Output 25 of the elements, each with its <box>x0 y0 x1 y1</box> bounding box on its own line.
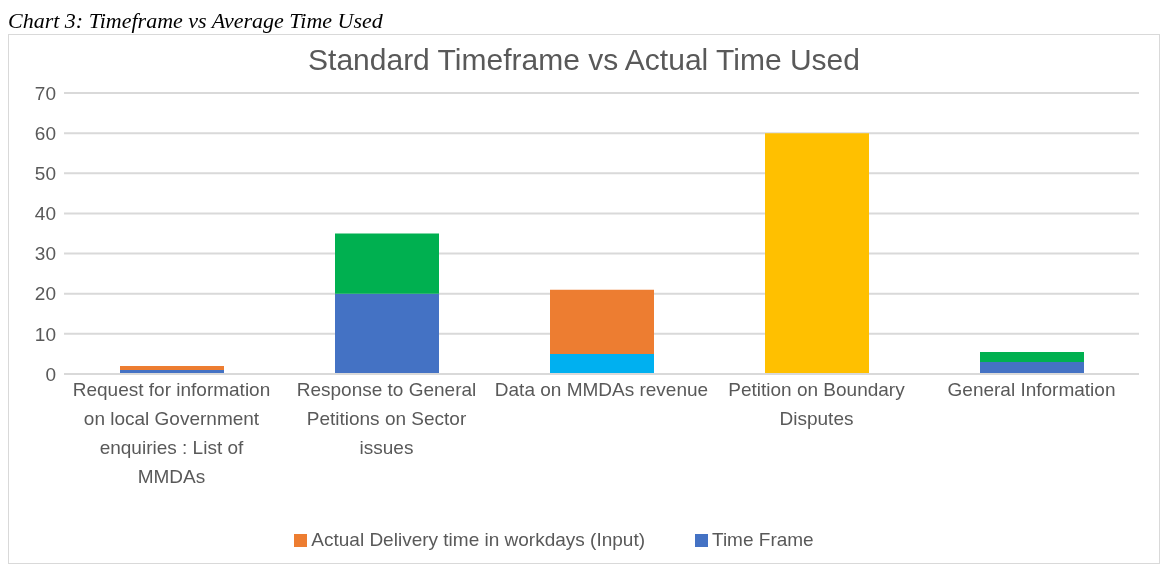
legend-label: Actual Delivery time in workdays (Input) <box>311 529 645 550</box>
x-tick-label: Petition on Boundary Disputes <box>728 379 906 429</box>
caption: Chart 3: Timeframe vs Average Time Used <box>8 8 384 34</box>
x-tick-label: General Information <box>947 379 1116 400</box>
bar <box>980 361 1084 374</box>
x-tick-label: Response to General Petitions on Sector issues <box>296 379 477 458</box>
y-tick-label: 50 <box>34 163 56 185</box>
bar <box>335 233 439 294</box>
y-tick-label: 20 <box>34 283 56 305</box>
bar <box>980 351 1084 362</box>
x-tick-label: Request for information on local Government enquiries : List of MMDAs <box>72 379 271 487</box>
bar <box>550 289 654 354</box>
y-tick-label: 70 <box>34 82 56 104</box>
y-tick-label: 60 <box>34 122 56 144</box>
y-tick-label: 0 <box>45 363 56 385</box>
bar <box>335 293 439 374</box>
y-tick-label: 30 <box>34 243 56 265</box>
bar <box>550 353 654 374</box>
x-tick-label: Data on MMDAs revenue <box>494 379 709 400</box>
y-tick-label: 40 <box>34 203 56 225</box>
legend-label: Time Frame <box>711 529 814 550</box>
y-tick-label: 10 <box>34 323 56 345</box>
bar <box>120 365 224 370</box>
chart-title: Standard Timeframe vs Actual Time Used <box>307 43 861 78</box>
bar <box>765 133 869 374</box>
